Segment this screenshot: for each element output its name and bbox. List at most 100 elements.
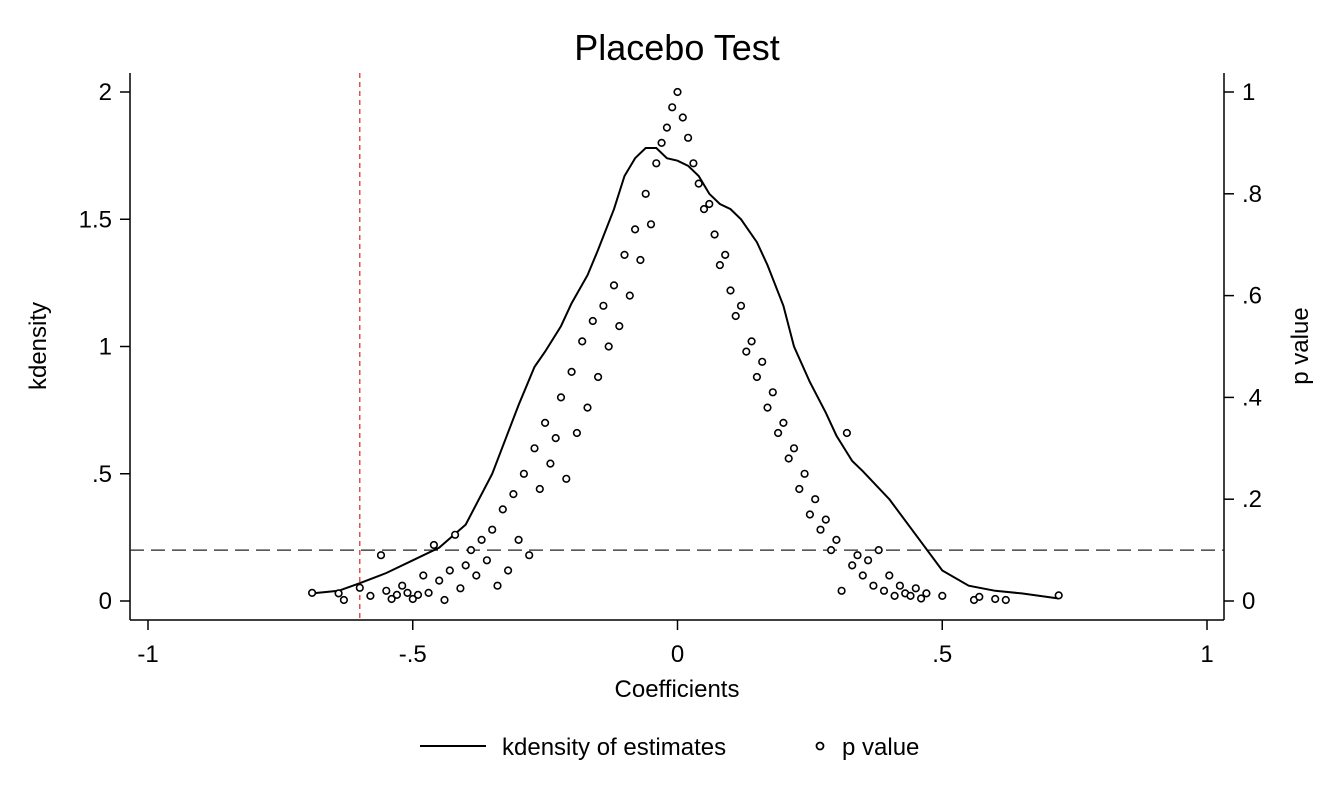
p-value-point bbox=[789, 444, 799, 453]
p-value-point bbox=[334, 589, 343, 598]
p-value-point bbox=[731, 311, 740, 321]
y-right-tick-label: .4 bbox=[1242, 384, 1262, 411]
p-value-point bbox=[773, 428, 783, 438]
p-value-point bbox=[895, 581, 905, 590]
legend-label-p-value: p value bbox=[842, 734, 919, 761]
p-value-point bbox=[863, 556, 873, 565]
p-value-point bbox=[609, 281, 619, 290]
p-value-points bbox=[308, 87, 1063, 605]
p-value-point bbox=[387, 594, 396, 604]
p-value-point bbox=[493, 581, 502, 590]
p-value-point bbox=[758, 357, 767, 366]
p-value-point bbox=[938, 591, 947, 601]
p-value-point bbox=[858, 571, 867, 580]
p-value-point bbox=[461, 561, 470, 570]
x-tick-label: 1 bbox=[1200, 641, 1213, 668]
y-right-tick-label: 1 bbox=[1242, 79, 1255, 106]
plot-area: -1 -.5 0 .5 1 0 .5 1 1.5 2 0 .2 .4 .6 .8 1 bbox=[79, 73, 1262, 668]
p-value-point bbox=[673, 87, 682, 97]
p-value-point bbox=[826, 545, 836, 555]
p-value-point bbox=[795, 484, 804, 494]
p-value-point bbox=[683, 133, 693, 142]
p-value-point bbox=[355, 583, 364, 592]
p-value-point bbox=[376, 551, 386, 560]
p-value-point bbox=[630, 225, 640, 234]
p-value-point bbox=[821, 515, 830, 524]
p-value-point bbox=[763, 403, 772, 412]
x-tick-label: -.5 bbox=[399, 641, 427, 668]
y-left-tick-label: 1.5 bbox=[79, 206, 112, 233]
y-right-axis-label: p value bbox=[1287, 307, 1314, 384]
p-value-point bbox=[657, 138, 666, 147]
p-value-point bbox=[440, 595, 449, 605]
p-value-point bbox=[668, 103, 677, 112]
p-value-point bbox=[477, 535, 486, 545]
p-value-point bbox=[625, 291, 634, 300]
p-value-point bbox=[456, 584, 465, 593]
p-value-point bbox=[991, 594, 1000, 604]
y-left-tick-label: 2 bbox=[99, 79, 112, 106]
y-left-tick-label: 1 bbox=[99, 334, 112, 361]
p-value-point bbox=[525, 551, 534, 560]
p-value-point bbox=[805, 510, 815, 519]
x-axis-label: Coefficients bbox=[615, 676, 740, 703]
p-value-point bbox=[382, 586, 391, 595]
kdensity-line bbox=[312, 147, 1059, 600]
p-value-point bbox=[689, 159, 698, 168]
p-value-point bbox=[885, 571, 894, 580]
p-value-point bbox=[678, 113, 687, 122]
p-value-point bbox=[853, 551, 862, 560]
p-value-point bbox=[837, 586, 846, 595]
p-value-point bbox=[604, 342, 613, 351]
y-right-tick-label: .2 bbox=[1242, 486, 1262, 513]
p-value-point bbox=[620, 250, 629, 259]
p-value-point bbox=[699, 205, 709, 214]
p-value-point bbox=[546, 459, 555, 468]
p-value-point bbox=[366, 591, 375, 601]
p-value-point bbox=[652, 159, 661, 168]
p-value-point bbox=[705, 199, 714, 209]
y-left-tick-label: 0 bbox=[99, 588, 112, 615]
p-value-point bbox=[906, 591, 915, 601]
p-value-point bbox=[424, 588, 433, 598]
p-value-point bbox=[488, 525, 497, 534]
y-right-tick-label: .8 bbox=[1242, 181, 1262, 208]
p-value-point bbox=[890, 591, 899, 601]
title-group: Placebo Test bbox=[574, 27, 779, 68]
p-value-point bbox=[694, 179, 703, 188]
y-left-axis-ticks: 0 .5 1 1.5 2 bbox=[79, 79, 130, 615]
p-value-point bbox=[403, 588, 412, 598]
p-value-point bbox=[429, 540, 439, 550]
p-value-point bbox=[1001, 595, 1010, 605]
p-value-point bbox=[445, 566, 454, 575]
p-value-point bbox=[922, 589, 931, 598]
x-tick-label: 0 bbox=[671, 641, 684, 668]
legend-marker-p-value bbox=[815, 741, 825, 751]
p-value-point bbox=[519, 469, 529, 478]
p-value-point bbox=[530, 444, 539, 453]
p-value-point bbox=[911, 584, 920, 593]
p-value-point bbox=[392, 590, 402, 600]
p-value-point bbox=[715, 261, 725, 270]
p-value-point bbox=[811, 495, 820, 504]
p-value-point bbox=[593, 372, 603, 382]
p-value-point bbox=[736, 301, 746, 310]
p-value-point bbox=[509, 490, 518, 499]
p-value-point bbox=[832, 535, 841, 545]
y-right-tick-label: 0 bbox=[1242, 588, 1255, 615]
p-value-point bbox=[435, 576, 444, 585]
p-value-point bbox=[599, 301, 608, 310]
p-value-point bbox=[472, 571, 481, 580]
p-value-point bbox=[562, 474, 571, 483]
p-value-point bbox=[339, 595, 349, 605]
p-value-point bbox=[504, 566, 513, 575]
p-value-point bbox=[869, 581, 878, 590]
p-value-point bbox=[726, 286, 735, 295]
p-value-point bbox=[572, 428, 582, 438]
p-value-point bbox=[583, 403, 592, 412]
p-value-point bbox=[636, 255, 645, 265]
legend: kdensity of estimates p value bbox=[420, 734, 919, 761]
x-tick-label: .5 bbox=[932, 641, 952, 668]
y-left-tick-label: .5 bbox=[92, 461, 112, 488]
